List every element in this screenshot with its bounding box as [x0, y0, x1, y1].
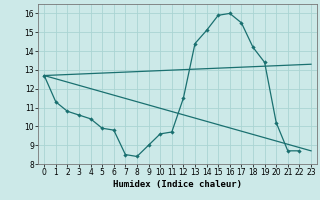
X-axis label: Humidex (Indice chaleur): Humidex (Indice chaleur) — [113, 180, 242, 189]
